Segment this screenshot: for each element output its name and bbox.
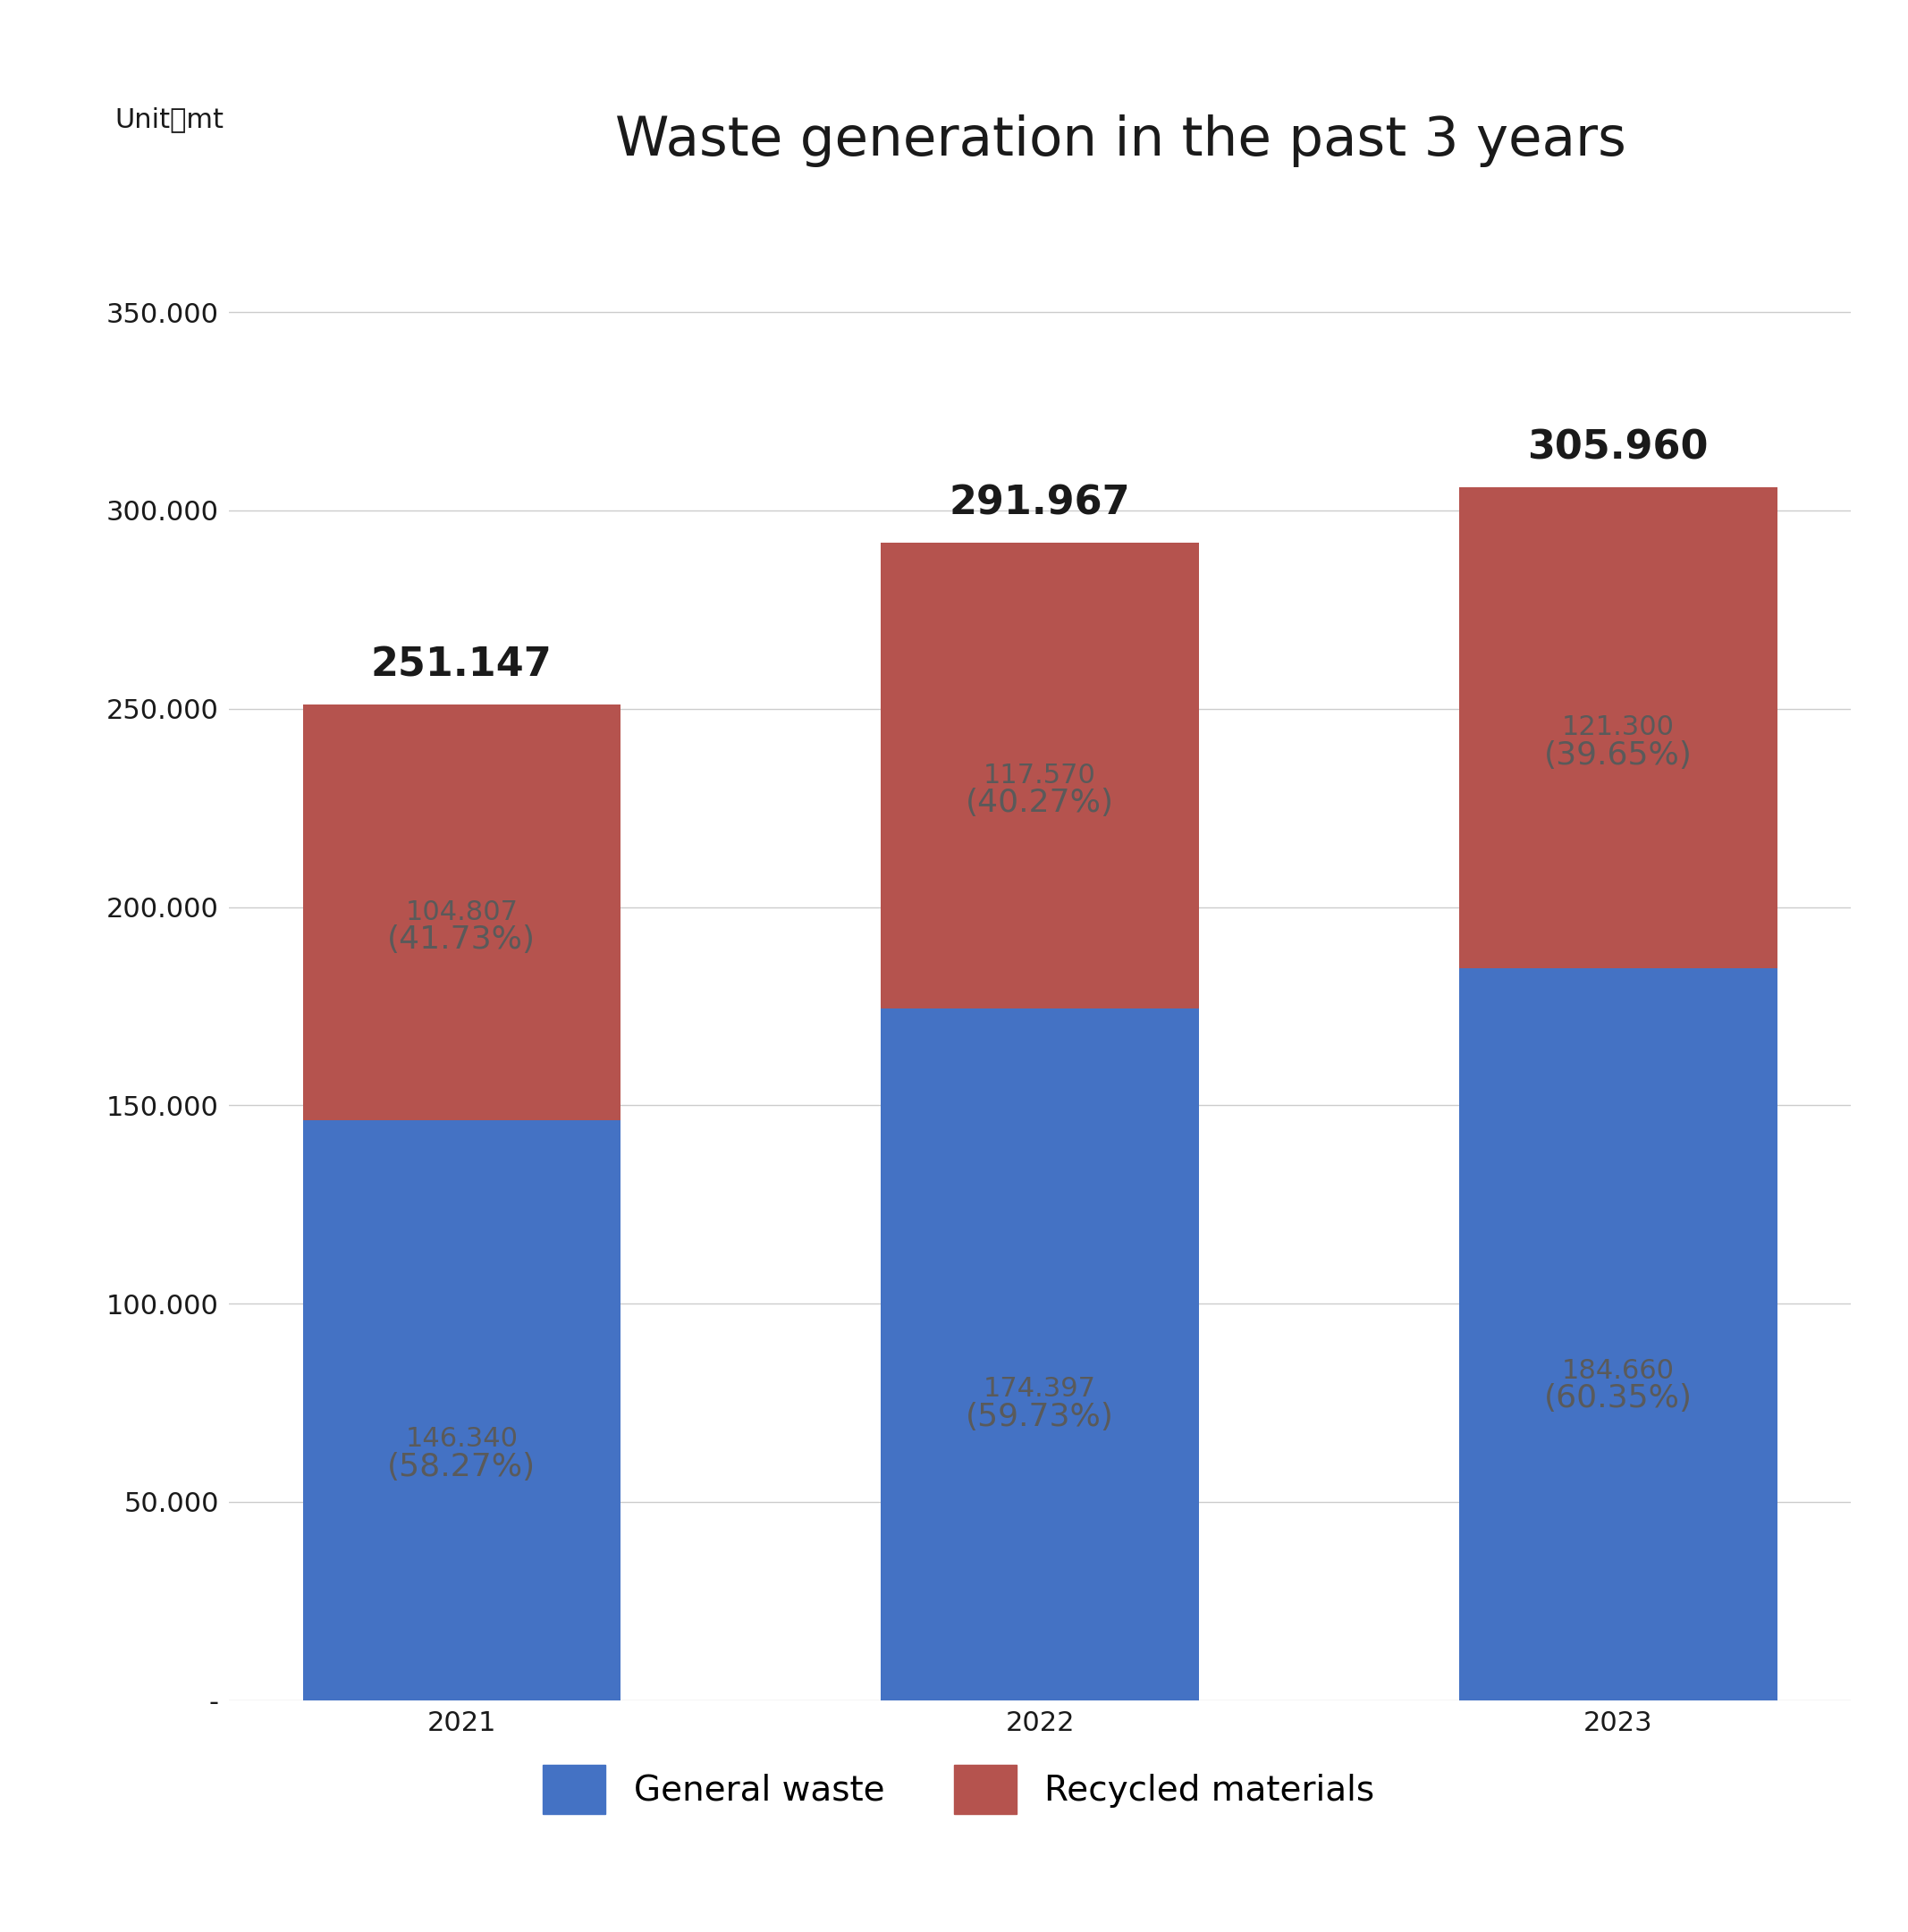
Text: 184.660: 184.660 <box>1563 1358 1675 1383</box>
Text: 104.807: 104.807 <box>404 898 517 925</box>
Text: (39.65%): (39.65%) <box>1544 740 1692 771</box>
Bar <box>303 1121 620 1700</box>
Bar <box>881 1009 1198 1700</box>
Text: (40.27%): (40.27%) <box>965 788 1114 819</box>
Text: 117.570: 117.570 <box>985 763 1095 788</box>
Text: Unit：mt: Unit：mt <box>114 106 223 131</box>
Text: (59.73%): (59.73%) <box>965 1401 1114 1432</box>
Text: 146.340: 146.340 <box>404 1426 517 1453</box>
Bar <box>1460 968 1776 1700</box>
Text: 251.147: 251.147 <box>370 645 551 684</box>
Bar <box>1460 487 1776 968</box>
Text: (60.35%): (60.35%) <box>1544 1383 1692 1414</box>
Bar <box>881 543 1198 1009</box>
Text: (41.73%): (41.73%) <box>387 925 536 954</box>
Legend: General waste, Recycled materials: General waste, Recycled materials <box>508 1729 1410 1849</box>
Bar <box>303 703 620 1121</box>
Text: (58.27%): (58.27%) <box>387 1451 536 1482</box>
Text: 121.300: 121.300 <box>1563 715 1675 740</box>
Text: 174.397: 174.397 <box>983 1376 1097 1403</box>
Title: Waste generation in the past 3 years: Waste generation in the past 3 years <box>616 114 1626 168</box>
Text: 305.960: 305.960 <box>1528 429 1708 468</box>
Text: 291.967: 291.967 <box>950 485 1130 522</box>
